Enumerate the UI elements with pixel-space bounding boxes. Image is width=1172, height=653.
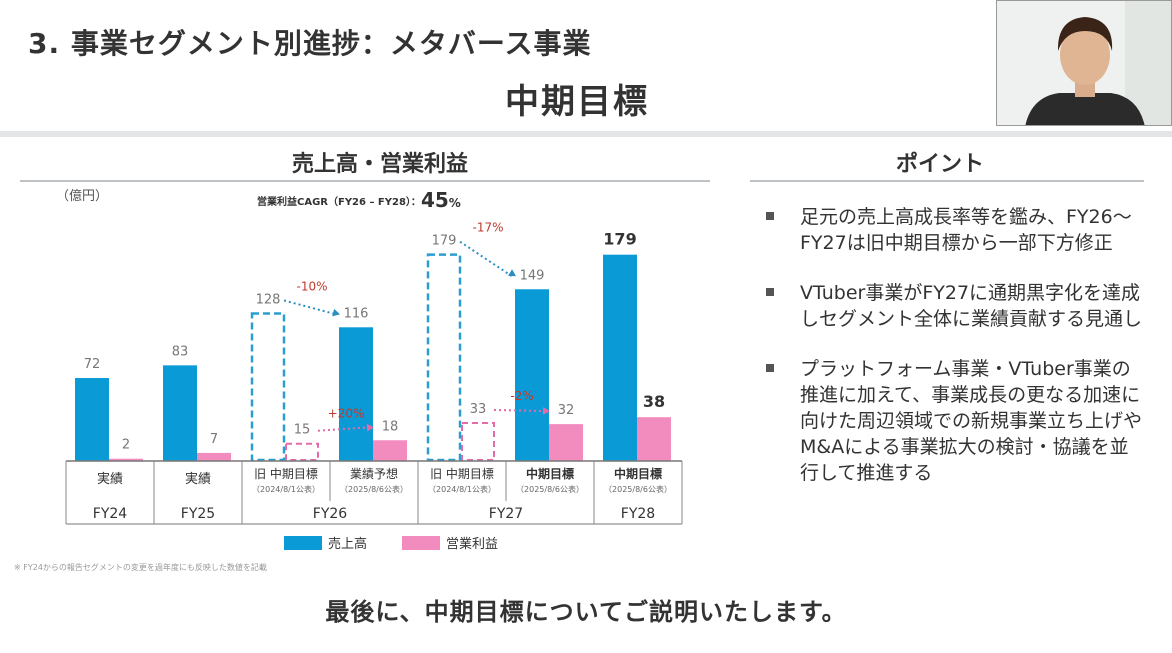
profit-bar — [285, 442, 319, 462]
revision-arrow-line — [317, 426, 371, 432]
category-label: 実績 — [97, 471, 123, 487]
category-label: 実績 — [185, 471, 211, 487]
fiscal-year-label: FY25 — [181, 506, 215, 522]
cagr-label: 営業利益CAGR（FY26 – FY28）：45% — [257, 188, 461, 212]
sales-bar — [603, 254, 637, 461]
bullet-icon — [766, 212, 774, 220]
profit-value-label: 15 — [294, 423, 311, 438]
profit-value-label: 33 — [470, 402, 487, 417]
category-note: （2025/8/6公表） — [340, 484, 408, 494]
page-subtitle: 中期目標 — [505, 82, 649, 122]
fiscal-year-label: FY27 — [489, 506, 523, 522]
profit-bar — [197, 452, 231, 461]
profit-value-label: 38 — [643, 392, 665, 411]
profit-value-label: 32 — [558, 403, 575, 418]
sales-bar — [515, 289, 549, 461]
sales-value-label: 83 — [172, 344, 189, 359]
category-label: 旧 中期目標 — [430, 466, 494, 481]
bullet-icon — [766, 364, 774, 372]
profit-bar — [373, 440, 407, 461]
legend-swatch-profit — [402, 536, 440, 550]
chart-legend: 売上高 営業利益 — [284, 536, 498, 552]
points-list: 足元の売上高成長率等を鑑み、FY26～FY27は旧中期目標から一部下方修正 VTu… — [764, 204, 1144, 510]
point-item: VTuber事業がFY27に通期黒字化を達成しセグメント全体に業績貢献する見通し — [764, 280, 1144, 332]
point-item: 足元の売上高成長率等を鑑み、FY26～FY27は旧中期目標から一部下方修正 — [764, 204, 1144, 256]
cagr-label-text: 営業利益CAGR（FY26 – FY28）： — [257, 195, 421, 208]
sales-value-label: 179 — [432, 234, 457, 249]
footnote: ※ FY24からの報告セグメントの変更を過年度にも反映した数値を記載 — [14, 563, 267, 572]
legend-label-sales: 売上高 — [328, 536, 367, 552]
category-note: （2025/8/6公表） — [516, 484, 584, 494]
page-title: 3. 事業セグメント別進捗：メタバース事業 — [28, 27, 592, 60]
legend-label-profit: 営業利益 — [446, 536, 498, 552]
sales-bar — [426, 253, 462, 462]
legend-swatch-sales — [284, 536, 322, 550]
revision-percent-label: -17% — [472, 221, 503, 235]
category-note: （2025/8/6公表） — [604, 484, 672, 494]
sales-bar — [250, 312, 286, 462]
cagr-value: 45 — [421, 188, 449, 212]
profit-bar — [461, 421, 495, 462]
revision-percent-label: +20% — [328, 406, 365, 420]
point-item: プラットフォーム事業・VTuber事業の推進に加えて、事業成長の更なる加速に向け… — [764, 356, 1144, 486]
point-text: VTuber事業がFY27に通期黒字化を達成しセグメント全体に業績貢献する見通し — [800, 282, 1143, 330]
profit-value-label: 18 — [382, 419, 399, 434]
revision-percent-label: -2% — [510, 389, 533, 403]
points-section-rule — [750, 180, 1144, 182]
fiscal-year-label: FY24 — [93, 506, 128, 522]
profit-bar — [637, 417, 671, 461]
revision-percent-label: -10% — [296, 279, 327, 293]
header-divider — [0, 131, 1172, 137]
chart-section-rule — [20, 180, 710, 182]
revision-arrow-line — [493, 408, 547, 413]
sales-bar — [75, 378, 109, 461]
revision-arrow-head — [542, 407, 550, 415]
point-text: 足元の売上高成長率等を鑑み、FY26～FY27は旧中期目標から一部下方修正 — [800, 206, 1132, 254]
sales-value-label: 116 — [344, 306, 369, 321]
sales-value-label: 149 — [520, 268, 545, 283]
revision-arrow-line — [459, 240, 513, 278]
profit-bar — [549, 424, 583, 461]
points-section-title: ポイント — [895, 152, 984, 177]
chart-plot-area: 72 2 83 7 128 15 116 18 179 33 149 32 179 38 -10% +20% -… — [75, 221, 671, 462]
sales-value-label: 72 — [84, 357, 101, 372]
category-label: 中期目標 — [526, 466, 574, 481]
cagr-percent: % — [449, 196, 461, 210]
speech-caption: 最後に、中期目標についてご説明いたします。 — [325, 598, 847, 626]
revision-arrow-head — [332, 308, 340, 317]
sales-bar — [339, 327, 373, 461]
profit-value-label: 7 — [210, 432, 218, 447]
fiscal-year-label: FY28 — [621, 506, 655, 522]
presenter-video — [996, 0, 1172, 126]
sales-bar — [163, 365, 197, 461]
profit-value-label: 2 — [122, 438, 130, 453]
category-note: （2024/8/1公表） — [428, 484, 496, 494]
chart-unit-label: （億円） — [56, 188, 108, 204]
category-label: 旧 中期目標 — [254, 466, 318, 481]
point-text: プラットフォーム事業・VTuber事業の推進に加えて、事業成長の更なる加速に向け… — [800, 358, 1143, 484]
category-table: 実績 実績 旧 中期目標 （2024/8/1公表） 業績予想 （2025/8/6公表） 旧 … — [65, 460, 683, 525]
sales-value-label: 179 — [603, 230, 636, 249]
bullet-icon — [766, 288, 774, 296]
fiscal-year-label: FY26 — [313, 506, 348, 522]
chart: （億円） 営業利益CAGR（FY26 – FY28）：45% 72 2 83 7 128… — [56, 188, 683, 552]
revision-arrow-line — [283, 299, 337, 316]
category-note: （2024/8/1公表） — [252, 484, 320, 494]
category-label: 業績予想 — [350, 466, 398, 481]
profit-bar — [109, 458, 143, 461]
revision-arrow-head — [366, 423, 374, 432]
chart-section-title: 売上高・営業利益 — [291, 152, 468, 177]
presenter-figure — [997, 1, 1171, 125]
sales-value-label: 128 — [256, 292, 281, 307]
revision-arrow-head — [508, 269, 516, 277]
category-label: 中期目標 — [614, 466, 662, 481]
